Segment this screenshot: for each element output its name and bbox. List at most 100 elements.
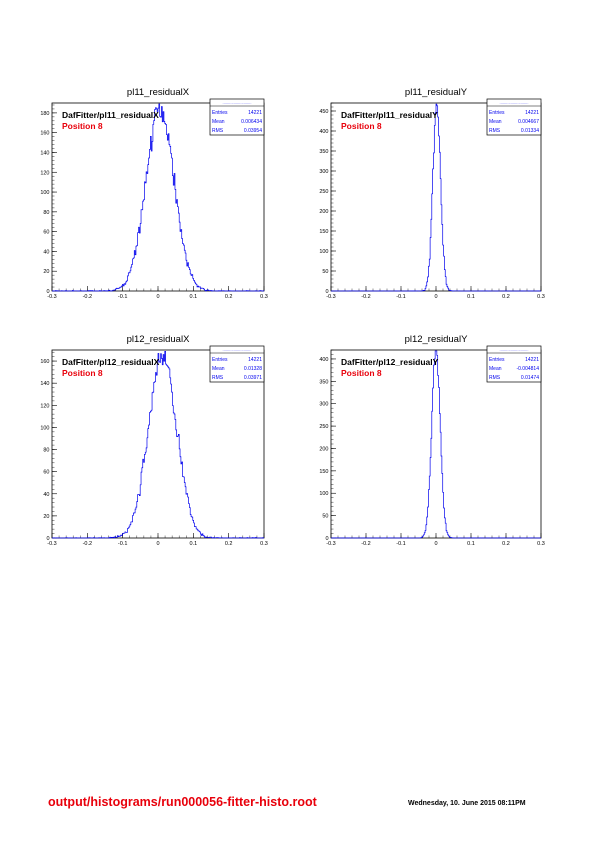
stats-box (486, 98, 542, 136)
stats-key: Mean (212, 366, 225, 372)
stats-value: 0.03954 (244, 128, 262, 134)
x-tick-label: 0.1 (467, 294, 475, 300)
stats-key: RMS (489, 128, 501, 134)
histogram-series-line (52, 103, 265, 292)
x-tick-label: -0.2 (83, 541, 92, 547)
stats-key: Entries (212, 110, 228, 116)
y-tick-label: 40 (43, 249, 49, 255)
y-tick-label: 20 (43, 269, 49, 275)
stats-key: Entries (212, 357, 228, 363)
histogram-name-label: DafFitter/pl12_residualX (62, 357, 160, 367)
stats-value: 14221 (525, 110, 539, 116)
stats-value: 0.004667 (518, 119, 539, 125)
stats-value: 0.006434 (241, 119, 262, 125)
y-tick-label: 250 (319, 189, 328, 195)
y-tick-label: 60 (43, 230, 49, 236)
x-tick-label: 0 (156, 294, 159, 300)
histogram-title: pl12_residualX (127, 334, 191, 345)
y-tick-label: 120 (40, 170, 49, 176)
histogram-panel: pl12_residualY -0.3 -0.2 -0.1 0 0.1 0.2 0.3 0 50 1… (319, 334, 545, 547)
y-tick-label: 200 (319, 446, 328, 452)
y-tick-label: 350 (319, 149, 328, 155)
x-tick-label: 0.2 (225, 541, 233, 547)
stats-key: Mean (489, 119, 502, 125)
stats-key: Entries (489, 110, 505, 116)
y-tick-label: 60 (43, 470, 49, 476)
stats-key: RMS (212, 128, 224, 134)
histogram-name-label: DafFitter/pl11_residualY (341, 110, 438, 120)
stats-value: 14221 (525, 357, 539, 363)
y-tick-label: 450 (319, 109, 328, 115)
x-tick-label: 0 (434, 294, 437, 300)
stats-key: Mean (212, 119, 225, 125)
y-tick-label: 50 (322, 514, 328, 520)
x-tick-label: 0.2 (502, 541, 510, 547)
histogram-panel: pl12_residualX -0.3 -0.2 -0.1 0 0.1 0.2 0.3 0 20 4… (40, 334, 268, 547)
histogram-series-line (52, 350, 264, 539)
y-tick-label: 80 (43, 210, 49, 216)
stats-value: 0.01334 (521, 128, 539, 134)
footer-file-path: output/histograms/run000056-fitter-histo… (48, 795, 317, 809)
histogram-panel: pl11_residualX -0.3 -0.2 -0.1 0 0.1 0.2 0.3 0 20 4… (40, 87, 268, 300)
x-tick-label: 0.1 (190, 294, 198, 300)
x-tick-label: 0 (434, 541, 437, 547)
x-tick-label: 0.3 (260, 294, 268, 300)
x-tick-label: -0.1 (118, 541, 127, 547)
y-tick-label: 0 (46, 289, 49, 295)
y-tick-label: 350 (319, 379, 328, 385)
histogram-series-line (331, 103, 541, 292)
histogram-title: pl12_residualY (405, 334, 469, 345)
y-tick-label: 250 (319, 424, 328, 430)
x-tick-label: -0.2 (361, 541, 370, 547)
x-tick-label: 0.2 (502, 294, 510, 300)
stats-header: .......................... (223, 100, 252, 105)
y-tick-label: 100 (40, 190, 49, 196)
y-tick-label: 300 (319, 402, 328, 408)
histogram-name-label: DafFitter/pl12_residualY (341, 357, 439, 367)
stats-header: .......................... (500, 347, 529, 352)
x-tick-label: -0.3 (326, 294, 335, 300)
footer-date: Wednesday, 10. June 2015 08:11PM (408, 800, 526, 807)
histogram-title: pl11_residualY (405, 87, 468, 98)
y-tick-label: 400 (319, 129, 328, 135)
stats-value: 0.03971 (244, 375, 262, 381)
y-tick-label: 300 (319, 169, 328, 175)
y-tick-label: 20 (43, 514, 49, 520)
y-tick-label: 200 (319, 209, 328, 215)
x-tick-label: -0.3 (47, 541, 56, 547)
stats-value: 0.01474 (521, 375, 539, 381)
x-tick-label: 0.3 (537, 294, 545, 300)
histogram-panels: pl11_residualX -0.3 -0.2 -0.1 0 0.1 0.2 0.3 0 20 4… (40, 87, 545, 547)
x-tick-label: 0.1 (190, 541, 198, 547)
y-tick-label: 0 (325, 536, 328, 542)
histogram-panel: pl11_residualY -0.3 -0.2 -0.1 0 0.1 0.2 0.3 0 50 1… (319, 87, 545, 300)
stats-box (209, 98, 265, 136)
stats-value: 14221 (248, 110, 262, 116)
y-tick-label: 50 (322, 269, 328, 275)
y-tick-label: 140 (40, 381, 49, 387)
stats-key: RMS (212, 375, 224, 381)
y-tick-label: 150 (319, 469, 328, 475)
histogram-position-label: Position 8 (62, 121, 103, 131)
stats-value: -0.004814 (516, 366, 539, 372)
stats-key: Entries (489, 357, 505, 363)
x-tick-label: -0.3 (47, 294, 56, 300)
x-tick-label: 0 (156, 541, 159, 547)
x-tick-label: -0.2 (83, 294, 92, 300)
x-tick-label: -0.1 (396, 294, 405, 300)
histogram-name-label: DafFitter/pl11_residualX (62, 110, 159, 120)
x-tick-label: 0.1 (467, 541, 475, 547)
stats-header: .......................... (500, 100, 529, 105)
y-tick-label: 100 (40, 425, 49, 431)
histogram-position-label: Position 8 (62, 368, 103, 378)
x-tick-label: -0.1 (396, 541, 405, 547)
y-tick-label: 120 (40, 403, 49, 409)
y-tick-label: 80 (43, 448, 49, 454)
x-tick-label: -0.2 (361, 294, 370, 300)
y-tick-label: 100 (319, 249, 328, 255)
stats-value: 14221 (248, 357, 262, 363)
y-tick-label: 180 (40, 111, 49, 117)
x-tick-label: 0.3 (260, 541, 268, 547)
y-tick-label: 0 (325, 289, 328, 295)
x-tick-label: 0.3 (537, 541, 545, 547)
